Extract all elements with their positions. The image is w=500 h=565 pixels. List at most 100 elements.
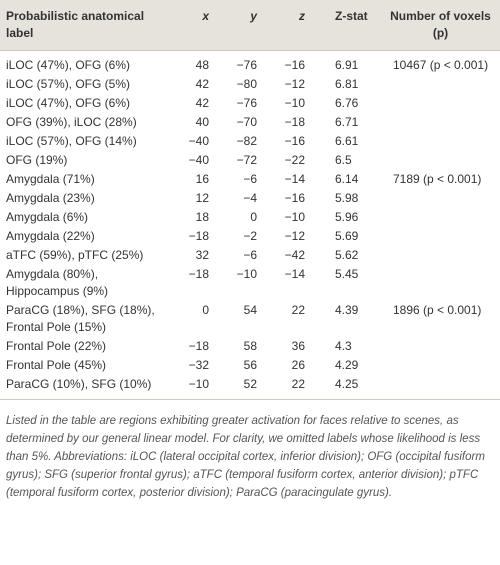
value-cell: 18 [195, 210, 209, 224]
label-cell: Amygdala (22%) [6, 229, 95, 243]
value-cell: −72 [236, 153, 257, 167]
table-body: iLOC (47%), OFG (6%) 48 −76 −16 6.91 10467 (p… [0, 51, 500, 400]
value-cell: 6.71 [335, 115, 359, 129]
table-row: Amygdala (23%) 12 −4 −16 5.98 [0, 189, 500, 208]
table-row: Amygdala (71%) 16 −6 −14 6.14 7189 (p < 0.001… [0, 170, 500, 189]
value-cell: −16 [284, 58, 305, 72]
value-cell: −18 [188, 267, 209, 281]
table-header: Probabilistic anatomical label x y z Z-s… [0, 0, 500, 51]
header-cell: Probabilistic anatomical label [0, 0, 175, 51]
label-cell: iLOC (47%), OFG (6%) [6, 96, 131, 110]
value-cell: 0 [250, 210, 257, 224]
value-cell [381, 227, 500, 246]
label-cell: Amygdala (71%) [6, 172, 95, 186]
value-cell: 12 [195, 191, 209, 205]
value-cell: 22 [261, 375, 309, 400]
value-cell [381, 337, 500, 356]
value-cell: 52 [213, 375, 261, 400]
value-cell: 6.61 [335, 134, 359, 148]
label-cell: aTFC (59%), pTFC (25%) [6, 248, 144, 262]
value-cell [381, 356, 500, 375]
table-row: Amygdala (80%), Hippocampus (9%) −18 −10 −1… [0, 265, 500, 301]
value-cell: 6.76 [335, 96, 359, 110]
value-cell: 42 [195, 77, 209, 91]
label-cell: iLOC (57%), OFG (14%) [6, 134, 137, 148]
value-cell: 5.69 [335, 229, 359, 243]
data-table: Probabilistic anatomical label x y z Z-s… [0, 0, 500, 400]
value-cell [381, 75, 500, 94]
label-cell: iLOC (47%), OFG (6%) [6, 58, 131, 72]
label-cell: ParaCG (18%), SFG (18%), Frontal Pole (1… [6, 303, 155, 334]
value-cell: 32 [195, 248, 209, 262]
value-cell: 6.14 [335, 172, 359, 186]
table-row: ParaCG (10%), SFG (10%) −10 52 22 4.25 [0, 375, 500, 400]
value-cell [381, 151, 500, 170]
value-cell: 4.25 [309, 375, 381, 400]
value-cell: 4.29 [335, 358, 359, 372]
value-cell: −76 [236, 58, 257, 72]
value-cell: −6 [243, 172, 257, 186]
value-cell [381, 189, 500, 208]
value-cell: −14 [284, 267, 305, 281]
value-cell: 26 [291, 358, 305, 372]
header-cell: Number of voxels (p) [381, 0, 500, 51]
value-cell: 7189 (p < 0.001) [393, 172, 482, 186]
value-cell: 5.45 [335, 267, 359, 281]
value-cell: −76 [236, 96, 257, 110]
table-row: ParaCG (18%), SFG (18%), Frontal Pole (1… [0, 301, 500, 337]
label-cell: Amygdala (80%), Hippocampus (9%) [6, 267, 109, 298]
label-cell: OFG (19%) [6, 153, 68, 167]
table-row: Amygdala (22%) −18 −2 −12 5.69 [0, 227, 500, 246]
value-cell: 6.81 [335, 77, 359, 91]
table-row: iLOC (57%), OFG (5%) 42 −80 −12 6.81 [0, 75, 500, 94]
value-cell: 4.39 [335, 303, 359, 317]
label-cell: Amygdala (23%) [6, 191, 95, 205]
value-cell: −18 [284, 115, 305, 129]
value-cell: −4 [243, 191, 257, 205]
value-cell: 36 [291, 339, 305, 353]
value-cell: −18 [188, 339, 209, 353]
value-cell: −32 [188, 358, 209, 372]
table-row: iLOC (47%), OFG (6%) 48 −76 −16 6.91 10467 (p… [0, 51, 500, 76]
table-row: OFG (19%) −40 −72 −22 6.5 [0, 151, 500, 170]
value-cell: −16 [284, 134, 305, 148]
footnote: Listed in the table are regions exhibiti… [6, 415, 485, 499]
table-row: aTFC (59%), pTFC (25%) 32 −6 −42 5.62 [0, 246, 500, 265]
header-cell: x [175, 0, 213, 51]
value-cell: 1896 (p < 0.001) [393, 303, 482, 317]
value-cell: −40 [188, 134, 209, 148]
value-cell: 54 [243, 303, 257, 317]
value-cell: 4.3 [335, 339, 352, 353]
value-cell: −10 [175, 375, 213, 400]
table-row: iLOC (57%), OFG (14%) −40 −82 −16 6.61 [0, 132, 500, 151]
value-cell: −2 [243, 229, 257, 243]
value-cell: −40 [188, 153, 209, 167]
label-cell: Frontal Pole (22%) [6, 339, 107, 353]
value-cell: −70 [236, 115, 257, 129]
label-cell: Frontal Pole (45%) [6, 358, 107, 372]
value-cell: −82 [236, 134, 257, 148]
value-cell [381, 265, 500, 301]
table-row: Frontal Pole (45%) −32 56 26 4.29 [0, 356, 500, 375]
table-row: iLOC (47%), OFG (6%) 42 −76 −10 6.76 [0, 94, 500, 113]
header-row: Probabilistic anatomical label x y z Z-s… [0, 0, 500, 51]
value-cell: 5.98 [335, 191, 359, 205]
value-cell: 0 [202, 303, 209, 317]
value-cell: 5.62 [335, 248, 359, 262]
label-cell: iLOC (57%), OFG (5%) [6, 77, 131, 91]
value-cell: −42 [284, 248, 305, 262]
table-row: Frontal Pole (22%) −18 58 36 4.3 [0, 337, 500, 356]
value-cell [381, 132, 500, 151]
value-cell: −16 [284, 191, 305, 205]
value-cell: −12 [284, 77, 305, 91]
value-cell: −10 [236, 267, 257, 281]
table-row: OFG (39%), iLOC (28%) 40 −70 −18 6.71 [0, 113, 500, 132]
value-cell: 10467 (p < 0.001) [393, 58, 489, 72]
value-cell: −10 [284, 96, 305, 110]
value-cell [381, 94, 500, 113]
value-cell: 42 [195, 96, 209, 110]
value-cell [381, 246, 500, 265]
value-cell: −14 [284, 172, 305, 186]
value-cell: −12 [284, 229, 305, 243]
value-cell: 5.96 [335, 210, 359, 224]
